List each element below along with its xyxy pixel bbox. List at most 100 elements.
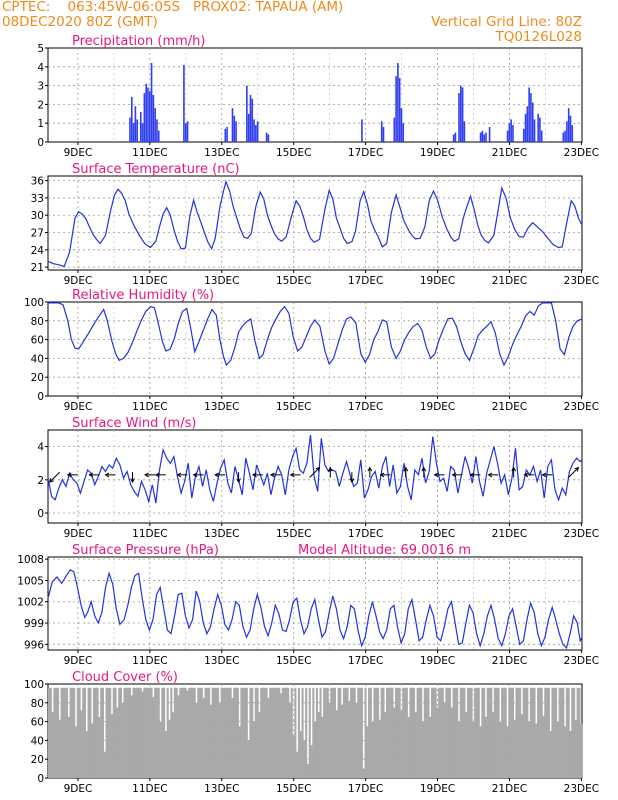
cloud-bar: [481, 687, 484, 778]
wind-vector-head: [327, 466, 333, 472]
cloud-bar: [114, 687, 117, 778]
cloud-bar: [173, 687, 176, 778]
precip-bar: [454, 132, 457, 142]
y-tick-label: 1: [37, 118, 44, 130]
precip-bar: [148, 91, 151, 142]
precip-bar: [382, 126, 385, 142]
cloud-bar: [488, 687, 491, 778]
cloud-bar: [233, 687, 236, 778]
y-tick-label: 0: [37, 773, 44, 785]
cloud-bar: [258, 712, 261, 778]
cloud-bar: [445, 687, 448, 778]
cloud-bar: [193, 687, 196, 778]
cloud-bar: [475, 687, 479, 778]
precip-bar: [184, 123, 187, 142]
precip-bar: [402, 123, 405, 142]
cloud-bar: [254, 687, 257, 778]
precip-bar: [226, 126, 228, 142]
cloud-bar: [112, 687, 115, 778]
precip-bar: [458, 93, 460, 142]
cloud-bar: [276, 687, 279, 778]
wind-vector-head: [176, 472, 182, 478]
cloud-bar: [315, 687, 318, 778]
wind-vector-head: [214, 472, 219, 478]
cloud-bar: [368, 687, 371, 778]
x-tick-label: 21DEC: [492, 275, 527, 287]
precip-bar: [562, 132, 565, 142]
precip-bar: [132, 123, 135, 142]
wind-vector-head: [66, 472, 72, 478]
y-tick-label: 996: [24, 639, 44, 651]
cloud-bar: [116, 707, 119, 778]
cloud-bar: [272, 687, 275, 778]
cloud-bar: [528, 721, 531, 778]
cloud-bar: [125, 687, 128, 778]
cloud-bar: [497, 687, 500, 778]
cloud-bar: [328, 702, 331, 778]
cloud-bar: [58, 719, 61, 778]
cloud-bar: [400, 710, 403, 778]
precip-bar: [524, 113, 527, 142]
cloud-bar: [195, 702, 198, 778]
cloud-bar: [206, 687, 209, 778]
cloud-bar: [200, 687, 203, 778]
cloud-bar: [513, 719, 516, 778]
precip-bar: [452, 134, 455, 142]
cloud-bar: [495, 687, 498, 778]
y-tick-label: 30: [31, 210, 44, 222]
x-tick-label: 17DEC: [348, 783, 383, 795]
x-tick-label: 15DEC: [276, 147, 311, 159]
cloud-bar: [290, 687, 293, 778]
precip-bar: [508, 123, 511, 142]
cloud-bar: [391, 687, 394, 778]
cloud-bar: [569, 731, 572, 778]
x-tick-label: 17DEC: [348, 528, 383, 540]
wind-vector-head: [511, 466, 517, 472]
cloud-bar: [305, 687, 308, 778]
cloud-bar: [285, 687, 288, 778]
x-tick-label: 19DEC: [420, 655, 455, 667]
cloud-bar: [484, 716, 488, 778]
precip-bar: [129, 117, 131, 142]
plot-frame: [47, 175, 583, 271]
precip-bar: [400, 108, 403, 142]
cloud-bar: [580, 723, 583, 778]
cloud-bar: [409, 687, 412, 778]
x-tick-label: 21DEC: [492, 147, 527, 159]
cloud-bar: [492, 712, 495, 778]
wind-vector-head: [251, 472, 257, 478]
cloud-bar: [351, 687, 354, 778]
cloud-bar: [404, 687, 407, 778]
cloud-bar: [425, 687, 428, 778]
y-tick-label: 40: [31, 353, 44, 365]
cloud-bar: [544, 687, 547, 778]
cloud-bar: [439, 687, 443, 778]
cloud-bar: [159, 721, 162, 778]
precip-bar: [460, 85, 462, 142]
cloud-bar: [402, 687, 405, 778]
wind-vector-head: [421, 466, 427, 472]
y-tick-label: 0: [37, 508, 44, 520]
cloud-bar: [238, 726, 241, 778]
cloud-bar: [134, 687, 137, 778]
cloud-bar: [342, 687, 345, 778]
cloud-bar: [547, 687, 550, 778]
cloud-bar: [204, 687, 207, 778]
cloud-bar: [269, 687, 272, 778]
wind-vector-head: [541, 472, 547, 478]
x-tick-label: 15DEC: [276, 528, 311, 540]
cloud-bar: [378, 719, 381, 778]
precip-bar: [224, 128, 227, 142]
x-tick-label: 15DEC: [276, 783, 311, 795]
cloud-bar: [369, 687, 372, 778]
cloud-bar: [339, 687, 342, 778]
cloud-cover-panel: 9DEC 11DEC 13DEC 15DEC 17DEC 19DEC 21DEC 23DEC 0…: [24, 670, 599, 795]
cloud-bar: [278, 687, 281, 778]
cloud-bar: [92, 687, 96, 778]
page-header: CPTEC: 063:45W-06:05S PROX02: TAPAUA (AM…: [0, 0, 618, 50]
cloud-bar: [519, 687, 522, 778]
cloud-bar: [301, 687, 304, 778]
precip-bar: [380, 121, 383, 142]
cloud-bar: [146, 687, 149, 778]
x-tick-label: 17DEC: [348, 401, 383, 413]
